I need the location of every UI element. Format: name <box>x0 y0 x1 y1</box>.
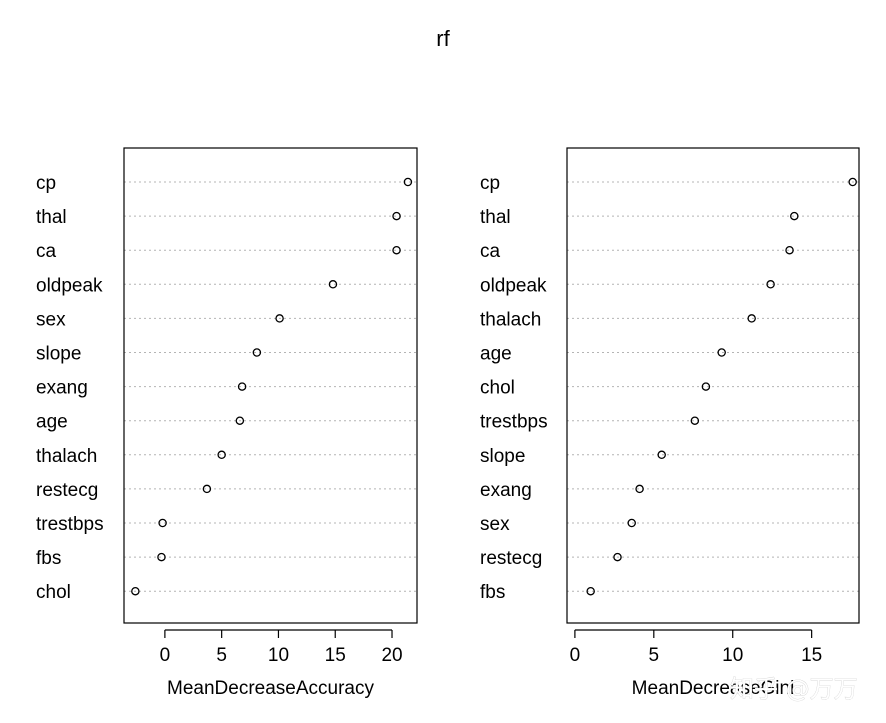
category-label: oldpeak <box>480 275 547 296</box>
category-label: trestbps <box>480 412 548 433</box>
category-label: ca <box>480 241 501 262</box>
watermark: 知乎 @万万 <box>730 675 858 703</box>
data-point <box>235 416 245 425</box>
data-point <box>392 211 401 221</box>
category-label: fbs <box>480 582 505 603</box>
x-tick-label: 10 <box>268 645 289 666</box>
data-point <box>785 245 794 255</box>
category-label: age <box>36 412 68 433</box>
category-label: oldpeak <box>36 275 103 296</box>
data-point <box>613 552 622 562</box>
x-tick-label: 20 <box>381 645 402 666</box>
category-label: restecg <box>36 480 98 501</box>
category-label: exang <box>480 480 532 501</box>
category-label: cp <box>480 173 500 194</box>
category-label: thal <box>36 207 67 228</box>
x-axis-label: MeanDecreaseAccuracy <box>167 678 374 699</box>
data-point <box>237 382 247 391</box>
data-point <box>848 177 857 187</box>
category-label: sex <box>480 514 510 535</box>
data-point <box>217 450 226 460</box>
category-label: cp <box>36 173 56 194</box>
data-point <box>717 348 726 357</box>
data-point <box>403 177 413 187</box>
data-point <box>657 450 666 460</box>
data-point <box>747 314 756 323</box>
x-tick-label: 15 <box>801 645 822 666</box>
data-point <box>690 416 700 425</box>
panels: cp thal ca oldpeak sex slope exang age thalach re… <box>36 147 860 699</box>
x-axis-label: MeanDecreaseGini <box>632 678 795 699</box>
category-label: chol <box>36 582 71 603</box>
plot-frame <box>123 147 418 624</box>
data-point <box>635 484 644 494</box>
x-axis: 0 5 10 15 20 <box>160 629 403 666</box>
panel-1: cp thal ca oldpeak sex slope exang age thalach re… <box>36 147 418 699</box>
data-point <box>252 348 262 357</box>
category-label: ca <box>36 241 57 262</box>
x-tick-label: 10 <box>722 645 743 666</box>
data-point <box>701 382 711 391</box>
data-point <box>392 245 401 255</box>
x-tick-label: 0 <box>570 645 581 666</box>
category-label: chol <box>480 378 515 399</box>
category-label: thalach <box>480 309 541 330</box>
data-point <box>790 211 799 221</box>
category-label: slope <box>480 446 525 467</box>
category-label: thal <box>480 207 511 228</box>
category-label: restecg <box>480 548 542 569</box>
data-point <box>202 484 212 494</box>
panel-2: cp thal ca oldpeak thalach age chol trestbps slo… <box>480 147 860 699</box>
category-label: thalach <box>36 446 97 467</box>
data-point <box>158 518 167 528</box>
chart-title: rf <box>436 26 450 51</box>
data-point <box>157 552 166 562</box>
data-point <box>766 280 775 289</box>
category-label: age <box>480 344 512 365</box>
category-label: exang <box>36 378 88 399</box>
x-axis: 0 5 10 15 <box>570 629 822 666</box>
data-point <box>275 314 284 323</box>
x-tick-label: 5 <box>216 645 227 666</box>
category-label: slope <box>36 344 81 365</box>
plot-frame <box>566 147 860 624</box>
data-point <box>627 518 636 528</box>
x-tick-label: 15 <box>325 645 346 666</box>
x-tick-label: 0 <box>160 645 171 666</box>
category-label: trestbps <box>36 514 104 535</box>
data-point <box>131 586 140 596</box>
data-point <box>586 586 595 596</box>
category-label: sex <box>36 309 66 330</box>
x-tick-label: 5 <box>649 645 660 666</box>
data-point <box>328 280 338 289</box>
category-label: fbs <box>36 548 61 569</box>
